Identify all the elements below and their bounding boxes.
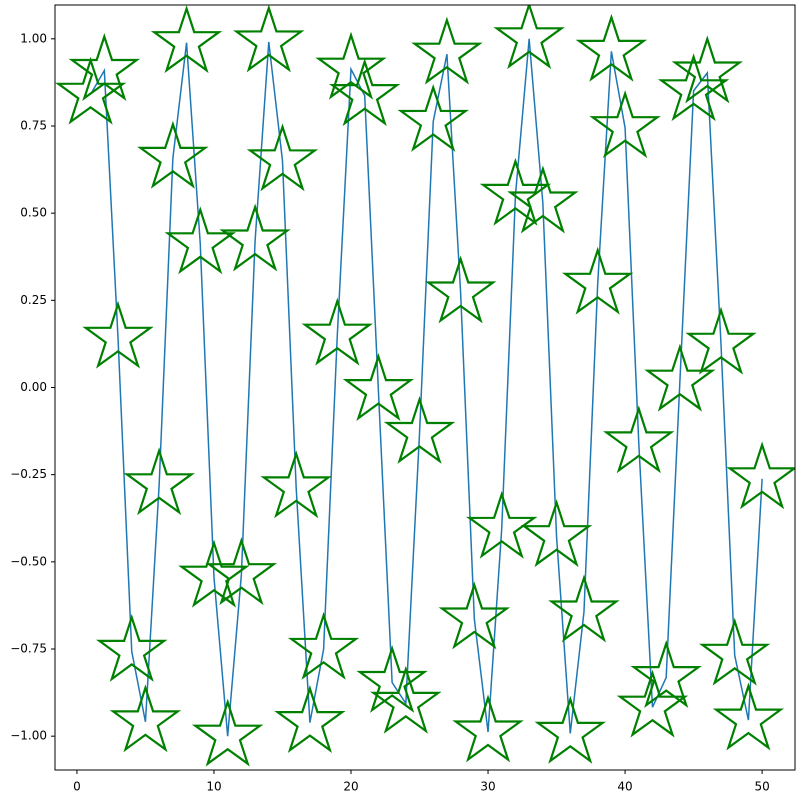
x-tick-label: 10 — [206, 780, 221, 794]
star-marker — [630, 640, 702, 708]
star-marker — [342, 353, 415, 421]
star-marker — [397, 83, 469, 152]
star-marker — [164, 206, 236, 275]
y-tick-label: 0.00 — [20, 380, 47, 394]
x-tick-label: 30 — [480, 780, 495, 794]
star-marker — [233, 5, 305, 73]
star-marker — [712, 682, 785, 751]
star-marker — [329, 58, 401, 127]
star-marker — [301, 297, 373, 366]
star-marker — [274, 685, 346, 753]
y-tick-label: −0.50 — [10, 554, 47, 568]
y-tick-label: −0.75 — [10, 642, 47, 656]
star-marker — [178, 539, 250, 608]
data-line — [89, 38, 763, 737]
star-marker — [260, 450, 332, 519]
y-tick-label: 0.50 — [20, 206, 47, 220]
x-tick-label: 50 — [754, 780, 769, 794]
star-marker — [507, 165, 579, 234]
star-marker — [466, 490, 538, 559]
star-marker — [219, 203, 291, 272]
star-marker — [589, 90, 661, 159]
star-marker — [82, 300, 154, 369]
x-tick-label: 20 — [343, 780, 358, 794]
star-marker — [657, 53, 730, 122]
star-marker — [411, 16, 483, 85]
star-marker — [548, 574, 620, 643]
star-marker — [575, 13, 648, 82]
star-marker — [96, 613, 168, 682]
y-tick-label: 0.75 — [20, 118, 47, 132]
y-tick-label: 0.25 — [20, 293, 47, 307]
star-marker — [383, 395, 456, 464]
star-marker — [137, 120, 209, 189]
star-marker — [315, 31, 387, 100]
star-marker — [438, 581, 511, 650]
y-tick-label: −0.25 — [10, 467, 47, 481]
x-tick-label: 0 — [73, 780, 81, 794]
star-marker — [150, 5, 223, 74]
plot-area — [55, 5, 795, 767]
star-marker — [603, 405, 675, 474]
y-tick-label: 1.00 — [20, 31, 47, 45]
star-marker — [685, 306, 757, 375]
star-marker — [479, 157, 552, 226]
y-tick-label: −1.00 — [10, 729, 47, 743]
star-marker — [726, 441, 795, 510]
star-marker — [123, 447, 195, 516]
star-marker — [671, 35, 743, 104]
star-marker — [424, 255, 497, 324]
star-marker — [534, 695, 606, 764]
star-marker — [561, 246, 634, 315]
star-marker — [370, 665, 442, 734]
star-marker — [616, 669, 689, 738]
star-marker — [109, 684, 182, 753]
star-marker — [699, 617, 771, 686]
star-marker — [287, 611, 360, 680]
star-marker — [191, 698, 264, 767]
x-tick-label: 40 — [617, 780, 632, 794]
star-marker — [205, 537, 278, 606]
star-marker — [493, 5, 565, 70]
star-marker — [68, 33, 141, 101]
star-marker — [452, 694, 524, 763]
star-marker — [520, 499, 593, 568]
star-marker — [55, 56, 127, 125]
star-marker — [356, 644, 428, 713]
star-marker — [246, 123, 319, 192]
